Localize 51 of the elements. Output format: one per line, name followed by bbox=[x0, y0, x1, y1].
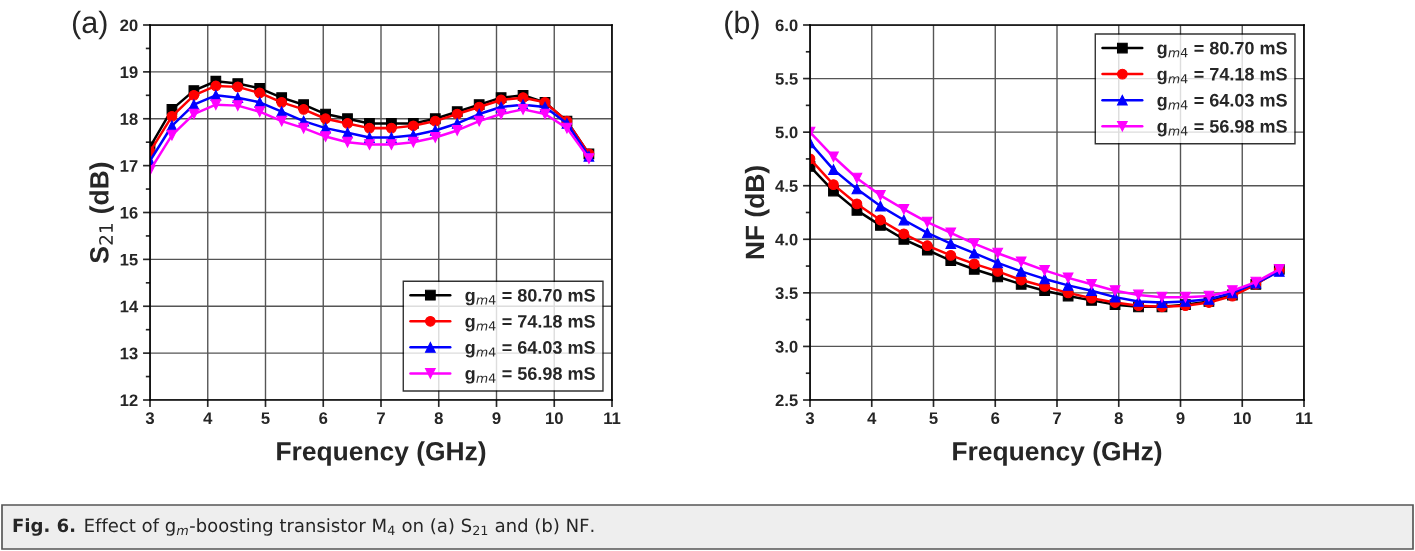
legend-label: g$_{m4}$ = 56.98 mS bbox=[1157, 119, 1287, 137]
x-tick-label: 3 bbox=[805, 412, 815, 425]
y-tick-label: 20 bbox=[120, 19, 138, 32]
x-tick-label: 8 bbox=[1114, 412, 1123, 425]
legend-label: g$_{m4}$ = 56.98 mS bbox=[465, 367, 595, 384]
y-tick-label: 6.0 bbox=[775, 19, 798, 32]
y-tick-label: 17 bbox=[120, 160, 138, 172]
caption: Fig. 6. bbox=[13, 518, 75, 536]
x-tick-label: 10 bbox=[546, 412, 563, 425]
y-tick-label: 13 bbox=[120, 347, 138, 360]
text: Effect of g$_{m}$-boosting transistor M$_{4}$ on (a) S$_{21}$ and (b) NF. bbox=[85, 518, 594, 536]
x-tick-label: 8 bbox=[434, 412, 443, 425]
chart-title: (b) bbox=[725, 10, 759, 40]
y-axis-title: NF (dB) bbox=[744, 166, 770, 259]
x-tick-label: 10 bbox=[1234, 412, 1251, 425]
y-tick-label: 3.5 bbox=[775, 287, 798, 300]
x-tick-label: 9 bbox=[492, 412, 501, 425]
legend-label: g$_{m4}$ = 74.18 mS bbox=[465, 314, 595, 332]
y-tick-label: 16 bbox=[120, 206, 138, 219]
x-tick-label: 5 bbox=[261, 412, 270, 425]
x-tick-label: 4 bbox=[203, 412, 213, 424]
x-tick-label: 5 bbox=[929, 412, 938, 425]
y-axis-title: S$_{21}$ (dB) bbox=[89, 162, 114, 263]
y-tick-label: 15 bbox=[120, 253, 138, 266]
x-tick-label: 11 bbox=[604, 412, 621, 424]
y-tick-label: 18 bbox=[120, 113, 138, 125]
x-tick-label: 4 bbox=[867, 412, 877, 424]
x-tick-label: 9 bbox=[1176, 412, 1185, 425]
y-tick-label: 19 bbox=[120, 66, 138, 79]
x-tick-label: 11 bbox=[1296, 412, 1313, 424]
y-tick-label: 12 bbox=[120, 394, 138, 407]
legend-label: g$_{m4}$ = 74.18 mS bbox=[1157, 67, 1287, 85]
x-axis-title: Frequency (GHz) bbox=[953, 441, 1162, 466]
y-tick-label: 2.5 bbox=[775, 394, 798, 407]
x-tick-label: 7 bbox=[377, 412, 385, 424]
y-tick-label: 5.5 bbox=[775, 73, 798, 85]
x-tick-label: 7 bbox=[1053, 412, 1061, 424]
y-tick-label: 3.0 bbox=[775, 340, 798, 353]
y-tick-label: 14 bbox=[120, 300, 139, 313]
legend-label: g$_{m4}$ = 80.70 mS bbox=[465, 288, 595, 306]
x-axis-title: Frequency (GHz) bbox=[277, 441, 486, 466]
legend-label: g$_{m4}$ = 64.03 mS bbox=[465, 341, 595, 358]
chart-title: (a) bbox=[72, 10, 107, 40]
y-tick-label: 4.0 bbox=[775, 233, 798, 246]
x-tick-label: 6 bbox=[991, 412, 1000, 425]
x-tick-label: 6 bbox=[319, 412, 328, 425]
legend-label: g$_{m4}$ = 80.70 mS bbox=[1157, 41, 1287, 59]
y-tick-label: 4.5 bbox=[775, 180, 798, 192]
legend-label: g$_{m4}$ = 64.03 mS bbox=[1157, 93, 1287, 111]
x-tick-label: 3 bbox=[145, 412, 155, 425]
y-tick-label: 5.0 bbox=[775, 126, 798, 139]
